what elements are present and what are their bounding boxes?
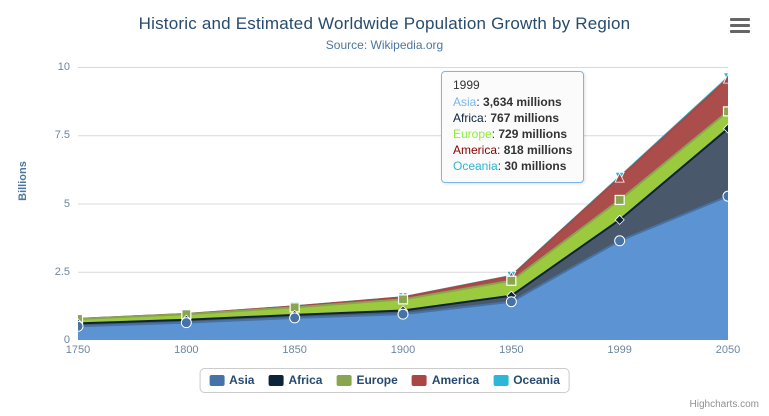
legend-swatch-icon — [268, 374, 284, 386]
hamburger-bar-2 — [730, 24, 750, 27]
marker-africa[interactable] — [614, 214, 625, 225]
marker-asia[interactable] — [180, 317, 192, 329]
legend-item-label: Africa — [288, 373, 323, 387]
legend-item-america[interactable]: America — [411, 373, 480, 387]
marker-europe[interactable] — [78, 313, 84, 325]
y-axis-labels: 0 2.5 5 7.5 10 — [8, 61, 70, 346]
chart-title: Historic and Estimated Worldwide Populat… — [138, 14, 631, 33]
tooltip-separator: : — [497, 143, 504, 157]
tooltip-separator: : — [491, 127, 499, 141]
tooltip-row: Africa: 767 millions — [453, 110, 572, 126]
x-axis-tick-label: 1850 — [282, 344, 307, 356]
legend-item-europe[interactable]: Europe — [336, 373, 398, 387]
marker-asia[interactable] — [505, 296, 517, 308]
tooltip-series-name: Africa — [453, 111, 484, 125]
legend-item-label: Europe — [356, 373, 398, 387]
legend-item-oceania[interactable]: Oceania — [493, 373, 560, 387]
hamburger-bar-3 — [730, 30, 750, 33]
legend-item-label: Oceania — [513, 373, 560, 387]
x-axis-tick-label: 1750 — [65, 344, 91, 356]
tooltip-series-value: 729 millions — [498, 127, 568, 141]
x-axis-tick-label: 1950 — [499, 344, 524, 356]
tooltip-series-name: Oceania — [453, 159, 498, 173]
legend-item-label: America — [431, 373, 480, 387]
tooltip-row: Europe: 729 millions — [453, 126, 572, 142]
legend-item-asia[interactable]: Asia — [209, 373, 254, 387]
x-axis-labels: 1750 1800 1850 1900 1950 1999 2050 — [66, 344, 740, 362]
legend-item-africa[interactable]: Africa — [268, 373, 322, 387]
legend-item-label: Asia — [229, 373, 255, 387]
tooltip-series-value: 3,634 millions — [483, 95, 562, 109]
tooltip-row: Asia: 3,634 millions — [453, 94, 572, 110]
tooltip-series-name: America — [453, 143, 498, 157]
legend-swatch-icon — [411, 374, 427, 386]
marker-asia[interactable] — [722, 190, 728, 202]
hamburger-menu-icon[interactable] — [728, 15, 752, 37]
area-series-asia — [78, 196, 728, 340]
marker-america[interactable] — [722, 73, 729, 84]
y-axis-tick-label: 0 — [63, 334, 70, 346]
tooltip-separator: : — [483, 111, 491, 125]
tooltip-series-value: 767 millions — [490, 111, 560, 125]
x-axis-tick-label: 1900 — [390, 344, 416, 356]
marker-asia[interactable] — [78, 320, 84, 332]
legend-swatch-icon — [209, 374, 225, 386]
marker-asia[interactable] — [614, 235, 626, 247]
tooltip-separator: : — [497, 159, 505, 173]
marker-europe[interactable] — [722, 106, 729, 117]
chart-subtitle: Source: Wikipedia.org — [325, 38, 444, 52]
tooltip-row: America: 818 millions — [453, 142, 572, 158]
tooltip-separator: : — [476, 95, 484, 109]
marker-asia[interactable] — [397, 308, 409, 320]
chart-plot-svg — [78, 67, 728, 340]
tooltip-series-name: Asia — [453, 95, 477, 109]
x-axis-tick-label: 2050 — [715, 344, 741, 356]
marker-europe[interactable] — [506, 275, 517, 286]
tooltip-rows: Asia: 3,634 millions Africa: 767 millions… — [453, 94, 572, 174]
tooltip-header: 1999 — [453, 78, 480, 92]
marker-america[interactable] — [614, 172, 625, 183]
y-axis-tick-label: 5 — [63, 197, 70, 210]
legend-swatch-icon — [493, 374, 509, 386]
legend-swatch-icon — [336, 374, 352, 386]
tooltip-series-value: 818 millions — [503, 143, 573, 157]
x-axis-tick-label: 1999 — [607, 344, 632, 356]
x-axis-tick-label: 1800 — [174, 344, 199, 356]
y-axis-tick-label: 2.5 — [54, 265, 70, 278]
credits-label[interactable]: Highcharts.com — [689, 399, 759, 410]
tooltip-series-name: Europe — [453, 127, 492, 141]
chart-legend: Asia Africa Europe America Oceania — [199, 368, 570, 393]
marker-europe[interactable] — [614, 194, 625, 206]
tooltip-series-value: 30 millions — [504, 159, 567, 173]
tooltip-row: Oceania: 30 millions — [453, 158, 572, 174]
tooltip: 1999 Asia: 3,634 millions Africa: 767 mil… — [441, 71, 585, 183]
marker-asia[interactable] — [289, 312, 301, 324]
y-axis-tick-label: 7.5 — [54, 129, 70, 142]
plot-area — [78, 67, 728, 340]
marker-africa[interactable] — [722, 123, 729, 134]
marker-europe[interactable] — [397, 294, 409, 305]
y-axis-tick-label: 10 — [57, 61, 70, 73]
hamburger-bar-1 — [730, 18, 750, 21]
